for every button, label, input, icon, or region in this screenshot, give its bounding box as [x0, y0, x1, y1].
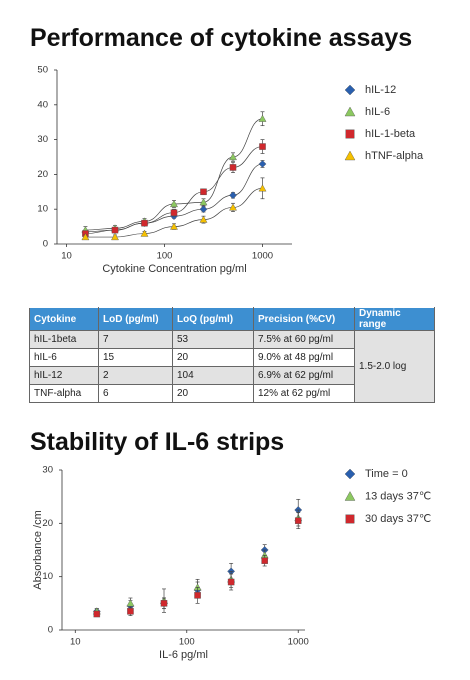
cell: 7.5% at 60 pg/ml — [253, 330, 355, 349]
cell: 12% at 62 pg/ml — [253, 384, 355, 403]
x-tick-label: 1000 — [252, 251, 273, 262]
y-tick-label: 20 — [42, 518, 53, 529]
marker — [199, 215, 208, 223]
cell: 53 — [172, 330, 254, 349]
marker — [170, 199, 178, 208]
x-tick-label: 100 — [179, 637, 195, 648]
marker — [111, 226, 119, 234]
heading: Performance of cytokine assays — [30, 24, 412, 52]
fit-line — [85, 163, 263, 233]
legend-label: hIL-12 — [365, 84, 396, 96]
cell: hIL-1beta — [29, 330, 99, 349]
marker — [93, 610, 101, 618]
marker — [344, 84, 356, 96]
y-tick-label: 10 — [37, 204, 48, 215]
cell: hIL-12 — [29, 366, 99, 385]
legend-label: 13 days 37℃ — [365, 490, 431, 502]
y-tick-label: 0 — [43, 239, 48, 250]
header-cell: LoD (pg/ml) — [98, 307, 173, 331]
y-axis-label: Absorbance /cm — [32, 510, 44, 589]
marker — [345, 514, 355, 524]
marker — [258, 114, 267, 122]
heading: Stability of IL-6 strips — [30, 428, 284, 456]
marker — [199, 205, 208, 214]
marker — [229, 191, 237, 200]
header-cell: Cytokine — [29, 307, 99, 331]
marker — [344, 150, 356, 161]
marker — [140, 229, 149, 237]
marker — [344, 491, 356, 501]
cell: 1.5-2.0 log — [354, 330, 435, 403]
header-cell: Precision (%CV) — [253, 307, 355, 331]
y-tick-label: 20 — [37, 169, 48, 180]
marker — [344, 106, 356, 117]
cell: TNF-alpha — [29, 384, 99, 403]
marker — [294, 517, 302, 524]
marker — [258, 160, 267, 168]
marker — [345, 129, 355, 139]
assay-table: Cytokine LoD (pg/ml) LoQ (pg/ml) Precisi… — [29, 307, 435, 403]
marker — [111, 233, 119, 241]
y-tick-label: 0 — [48, 625, 53, 636]
legend-label: hIL-1-beta — [365, 128, 416, 140]
marker — [229, 152, 237, 161]
marker — [126, 599, 135, 607]
header-row: Cytokine LoD (pg/ml) LoQ (pg/ml) Precisi… — [29, 307, 435, 331]
cell: 2 — [98, 366, 173, 385]
marker — [200, 188, 207, 196]
cell: 20 — [172, 348, 254, 367]
marker — [261, 557, 268, 564]
cell: 15 — [98, 348, 173, 367]
x-tick-label: 10 — [70, 637, 81, 648]
row: hIL-1beta 7 53 7.5% at 60 pg/ml 1.5-2.0 … — [29, 330, 435, 403]
marker — [141, 219, 148, 227]
legend-label: 30 days 37℃ — [365, 513, 431, 525]
x-tick-label: 1000 — [288, 637, 309, 648]
marker — [259, 143, 266, 150]
marker — [81, 233, 90, 241]
x-axis-label: IL-6 pg/ml — [159, 649, 208, 661]
y-tick-label: 40 — [37, 99, 48, 110]
y-tick-label: 30 — [42, 465, 53, 476]
cell: 6 — [98, 384, 173, 403]
marker — [170, 222, 178, 230]
y-tick-label: 10 — [42, 571, 53, 582]
marker — [199, 198, 208, 206]
marker — [344, 468, 356, 480]
cell: hIL-6 — [29, 348, 99, 367]
marker — [258, 184, 267, 192]
x-tick-label: 10 — [61, 251, 72, 262]
legend-label: hIL-6 — [365, 106, 390, 118]
y-tick-label: 30 — [37, 134, 48, 145]
header-cell: LoQ (pg/ml) — [172, 307, 254, 331]
cell: 7 — [98, 330, 173, 349]
marker — [170, 209, 178, 216]
marker — [160, 600, 168, 607]
cell: 104 — [172, 366, 254, 385]
x-tick-label: 100 — [157, 251, 173, 262]
y-tick-label: 50 — [37, 65, 48, 76]
legend-label: hTNF-alpha — [365, 150, 424, 162]
marker — [194, 592, 201, 599]
cell: 20 — [172, 384, 254, 403]
row: TNF-alpha 6 20 12% at 62 pg/ml — [29, 384, 435, 403]
header-cell: Dynamic range — [354, 307, 435, 331]
marker — [229, 203, 237, 211]
marker — [229, 164, 237, 171]
marker — [227, 578, 235, 586]
marker — [127, 608, 134, 615]
cell: 9.0% at 48 pg/ml — [253, 348, 355, 367]
row: hIL-12 2 104 6.9% at 62 pg/ml — [29, 366, 435, 385]
legend-label: Time = 0 — [365, 468, 408, 480]
x-axis-label: Cytokine Concentration pg/ml — [102, 263, 246, 275]
cell: 6.9% at 62 pg/ml — [253, 366, 355, 385]
